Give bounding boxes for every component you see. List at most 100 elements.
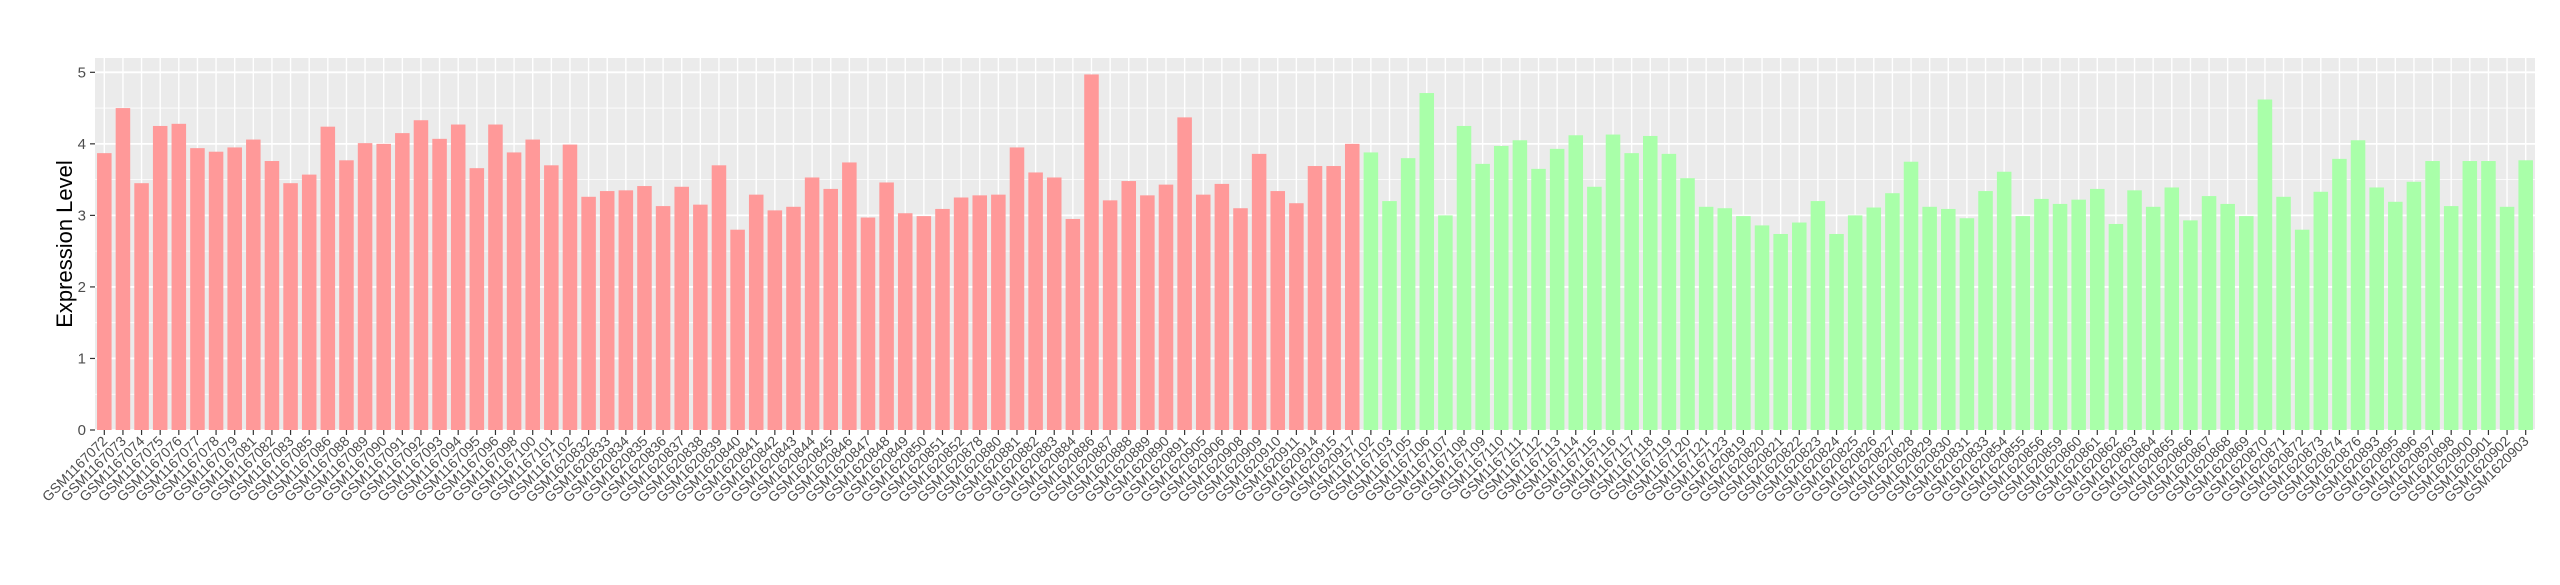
- bar-GSM1167088: [339, 160, 354, 431]
- bar-GSM1620862: [2108, 223, 2124, 430]
- bar-GSM1620900: [2462, 161, 2478, 430]
- bar-GSM1620845: [823, 188, 838, 430]
- bar-GSM1620831: [1959, 218, 1975, 430]
- bar-GSM1167076: [171, 123, 187, 431]
- bar-GSM1620882: [1028, 172, 1043, 430]
- bar-GSM1167106: [1419, 93, 1435, 431]
- y-tick-label: 4: [78, 136, 86, 153]
- bar-GSM1620872: [2294, 229, 2310, 430]
- bar-GSM1620910: [1270, 191, 1286, 430]
- bar-GSM1620864: [2145, 206, 2161, 430]
- bar-GSM1167108: [1456, 125, 1472, 430]
- y-tick-label: 1: [78, 350, 86, 367]
- bar-GSM1167098: [506, 152, 522, 430]
- bar-GSM1167078: [208, 151, 224, 430]
- bar-GSM1167073: [115, 108, 131, 431]
- bar-GSM1167093: [432, 138, 447, 431]
- bar-GSM1620839: [711, 165, 727, 431]
- bar-GSM1167111: [1512, 140, 1528, 430]
- bar-GSM1620843: [786, 206, 801, 430]
- bar-GSM1620867: [2201, 196, 2217, 430]
- bar-GSM1167083: [283, 183, 298, 430]
- bar-GSM1620898: [2443, 206, 2459, 430]
- bar-GSM1167102: [1363, 152, 1379, 430]
- bar-GSM1620825: [1847, 215, 1863, 430]
- bar-GSM1620833: [1978, 191, 1993, 430]
- bar-GSM1167110: [1493, 145, 1509, 430]
- bar-GSM1620855: [2015, 216, 2031, 430]
- bar-GSM1620889: [1140, 195, 1155, 430]
- bars: [97, 74, 2533, 431]
- bar-GSM1620902: [2499, 206, 2515, 430]
- bar-GSM1620906: [1214, 183, 1230, 430]
- y-tick-label: 3: [78, 207, 86, 224]
- bar-GSM1620828: [1903, 161, 1919, 430]
- bar-GSM1167094: [450, 124, 466, 431]
- bar-GSM1620891: [1177, 117, 1192, 430]
- bar-GSM1620833: [599, 191, 615, 430]
- bar-GSM1620870: [2257, 99, 2273, 430]
- bar-GSM1620890: [1158, 184, 1174, 430]
- bar-GSM1620823: [1810, 201, 1826, 430]
- bar-GSM1620917: [1344, 143, 1360, 430]
- bar-GSM1620835: [637, 186, 652, 430]
- bar-GSM1167116: [1605, 134, 1621, 431]
- bar-GSM1620834: [618, 190, 634, 430]
- bar-GSM1620880: [991, 194, 1006, 430]
- bar-GSM1620876: [2350, 140, 2366, 430]
- bar-GSM1620838: [693, 204, 708, 430]
- bar-GSM1167075: [152, 125, 168, 430]
- bar-GSM1620821: [1773, 233, 1788, 430]
- bar-GSM1620851: [935, 208, 950, 430]
- bar-GSM1620887: [1102, 200, 1118, 430]
- bar-GSM1620914: [1307, 166, 1323, 430]
- bar-GSM1167118: [1643, 135, 1658, 430]
- bar-GSM1167119: [1661, 153, 1677, 430]
- y-axis-title: Expression Level: [52, 160, 77, 328]
- bar-GSM1620848: [879, 182, 894, 430]
- bar-GSM1620881: [1009, 147, 1025, 430]
- bar-GSM1620860: [2071, 199, 2086, 430]
- bar-GSM1620822: [1792, 222, 1807, 430]
- bar-GSM1167115: [1587, 186, 1602, 430]
- bar-GSM1620897: [2425, 161, 2440, 430]
- bar-GSM1167105: [1400, 158, 1416, 430]
- bar-GSM1167096: [488, 124, 503, 431]
- bar-GSM1167092: [413, 120, 429, 430]
- x-axis: GSM1167072GSM1167073GSM1167074GSM1167075…: [39, 430, 2532, 505]
- bar-GSM1620846: [842, 162, 857, 430]
- bar-GSM1167081: [246, 139, 261, 431]
- bar-GSM1167074: [134, 183, 149, 430]
- bar-GSM1620865: [2164, 187, 2180, 430]
- bar-GSM1167112: [1531, 168, 1546, 430]
- bar-GSM1620842: [767, 210, 783, 430]
- bar-GSM1167109: [1475, 163, 1490, 430]
- bar-GSM1620896: [2406, 181, 2422, 430]
- bar-GSM1620874: [2332, 158, 2347, 430]
- bar-GSM1620878: [972, 195, 987, 430]
- bar-GSM1620841: [748, 194, 764, 430]
- bar-GSM1167121: [1698, 206, 1714, 430]
- bar-GSM1620819: [1736, 216, 1751, 430]
- bar-GSM1167103: [1382, 201, 1397, 430]
- bar-GSM1167120: [1680, 178, 1695, 430]
- bar-GSM1167085: [301, 174, 317, 430]
- bar-GSM1167101: [544, 165, 559, 431]
- bar-GSM1167089: [357, 143, 373, 430]
- y-tick-label: 2: [78, 279, 86, 296]
- bar-GSM1620852: [953, 197, 969, 430]
- bar-GSM1167090: [376, 143, 391, 430]
- bar-GSM1620824: [1829, 233, 1844, 430]
- bar-GSM1620829: [1922, 206, 1937, 430]
- bar-GSM1167113: [1549, 148, 1565, 430]
- bar-GSM1620895: [2388, 201, 2403, 430]
- bar-GSM1167082: [264, 161, 280, 430]
- bar-GSM1620901: [2481, 161, 2496, 430]
- bar-GSM1620871: [2276, 196, 2291, 430]
- bar-GSM1620909: [1251, 153, 1267, 430]
- bar-GSM1620856: [2034, 198, 2049, 430]
- bar-GSM1620873: [2313, 191, 2329, 430]
- bar-GSM1620915: [1326, 166, 1341, 430]
- bar-GSM1620832: [581, 196, 596, 430]
